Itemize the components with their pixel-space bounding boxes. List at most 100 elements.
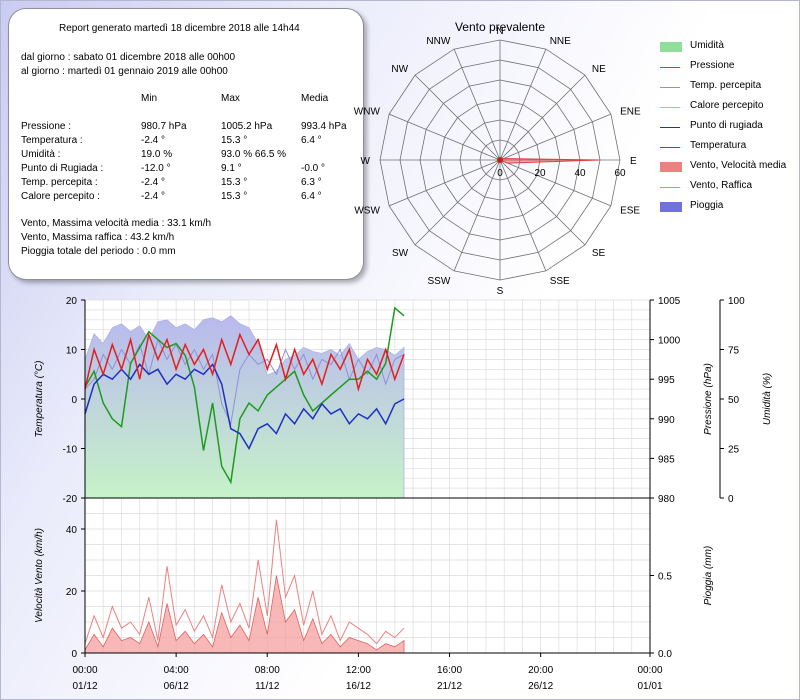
y-tick-wind: 20 <box>66 587 78 598</box>
x-tick-time: 16:00 <box>437 665 462 676</box>
y-tick-wind: 40 <box>66 525 78 536</box>
row-min: 980.7 hPa <box>141 121 187 132</box>
rain-summary: Pioggia totale del periodo : 0.0 mm <box>21 246 176 257</box>
rose-spoke <box>499 113 612 161</box>
legend-swatch <box>660 107 680 108</box>
row-max: 9.1 ° <box>221 163 242 174</box>
report-header: Report generato martedì 18 dicembre 2018… <box>59 23 300 34</box>
row-avg: 6.3 ° <box>301 177 322 188</box>
series-dew-point <box>84 363 405 451</box>
weather-time-chart: -20-100102098098599099510001005025507510… <box>34 296 773 692</box>
rose-spoke <box>499 159 547 272</box>
row-label: Umidità : <box>21 149 61 160</box>
rose-direction-label: W <box>361 156 371 167</box>
row-label: Calore percepito : <box>21 191 100 202</box>
legend-label: Vento, Velocità media <box>690 160 787 171</box>
legend-swatch <box>660 202 682 212</box>
rose-direction-label: NNE <box>550 36 571 47</box>
series-apparent-temp <box>84 338 405 426</box>
row-max: 15.3 ° <box>221 177 248 188</box>
y-tick-pressure: 1005 <box>658 296 681 307</box>
report-to: al giorno : martedì 01 gennaio 2019 alle… <box>21 66 228 77</box>
rose-direction-label: ENE <box>620 106 641 117</box>
y-label-wind: Velocità Vento (km/h) <box>34 528 45 623</box>
y-tick-pressure: 1000 <box>658 336 681 347</box>
rose-direction-label: SE <box>592 248 606 259</box>
legend-label: Temperatura <box>690 140 747 151</box>
y-tick-humidity: 25 <box>728 445 740 456</box>
y-tick-temperature: 20 <box>66 296 78 307</box>
legend-item: Temperatura <box>660 140 800 154</box>
legend-swatch <box>660 67 680 68</box>
y-tick-temperature: 10 <box>66 346 78 357</box>
rose-spoke <box>414 159 501 246</box>
x-tick-time: 00:00 <box>72 665 97 676</box>
row-min: -2.4 ° <box>141 135 166 146</box>
y-label-temperature: Temperatura (°C) <box>34 361 45 438</box>
x-tick-time: 12:00 <box>346 665 371 676</box>
x-tick-date: 11/12 <box>255 681 280 692</box>
rose-direction-label: WNW <box>354 106 381 117</box>
rose-direction-label: NE <box>592 64 606 75</box>
y-tick-temperature: -10 <box>63 445 78 456</box>
wind-gust-summary: Vento, Massima raffica : 43.2 km/h <box>21 232 175 243</box>
col-min-header: Min <box>141 93 158 104</box>
wind-avg-summary: Vento, Massima velocità media : 33.1 km/… <box>21 218 212 229</box>
row-max: 15.3 ° <box>221 135 248 146</box>
series-wind-gust <box>84 519 405 645</box>
rose-direction-label: S <box>497 286 504 297</box>
legend-swatch <box>660 127 680 128</box>
series-humidity <box>84 315 405 499</box>
rose-spoke <box>499 159 586 246</box>
x-tick-date: 01/12 <box>72 681 97 692</box>
legend-label: Calore percepito <box>690 100 764 111</box>
y-label-humidity: Umidità (%) <box>762 373 773 425</box>
row-min: 19.0 % <box>141 149 173 160</box>
legend-label: Punto di rugiada <box>690 120 763 131</box>
y-tick-rain: 0.5 <box>658 572 672 583</box>
rose-direction-label: N <box>496 26 503 37</box>
x-tick-date: 06/12 <box>164 681 189 692</box>
rose-spoke <box>388 113 501 161</box>
row-label: Pressione : <box>21 121 72 132</box>
y-label-rain: Pioggia (mm) <box>703 546 714 605</box>
row-max: 93.0 % 66.5 % <box>221 149 287 160</box>
rose-spoke <box>414 74 501 161</box>
report-from: dal giorno : sabato 01 dicembre 2018 all… <box>21 52 236 63</box>
rose-series <box>498 157 601 164</box>
legend-label: Pressione <box>690 60 735 71</box>
rose-radial-tick: 60 <box>614 168 626 179</box>
rose-direction-label: NW <box>391 64 408 75</box>
rose-spoke <box>453 159 501 272</box>
rose-center <box>497 157 503 163</box>
row-label: Temperatura : <box>21 135 83 146</box>
x-tick-date: 01/01 <box>637 681 662 692</box>
y-tick-pressure: 985 <box>658 454 675 465</box>
row-min: -12.0 ° <box>141 163 171 174</box>
y-tick-pressure: 995 <box>658 375 675 386</box>
row-max: 1005.2 hPa <box>221 121 273 132</box>
rose-radial-tick: 40 <box>574 168 586 179</box>
x-tick-date: 16/12 <box>346 681 371 692</box>
legend-swatch <box>660 147 680 148</box>
row-avg: 6.4 ° <box>301 191 322 202</box>
rose-direction-label: SW <box>392 248 409 259</box>
y-tick-humidity: 100 <box>728 296 745 307</box>
legend-item: Pioggia <box>660 200 800 214</box>
rose-direction-label: NNW <box>426 36 450 47</box>
series-pressure <box>84 306 405 485</box>
col-max-header: Max <box>221 93 240 104</box>
legend-item: Temp. percepita <box>660 80 800 94</box>
legend-item: Pressione <box>660 60 800 74</box>
row-min: -2.4 ° <box>141 177 166 188</box>
row-avg: -0.0 ° <box>301 163 326 174</box>
legend-label: Vento, Raffica <box>690 180 753 191</box>
legend-item: Vento, Raffica <box>660 180 800 194</box>
legend-item: Vento, Velocità media <box>660 160 800 174</box>
row-avg: 6.4 ° <box>301 135 322 146</box>
x-tick-time: 08:00 <box>255 665 280 676</box>
rose-spoke <box>499 159 612 207</box>
rose-radial-tick: 20 <box>534 168 546 179</box>
series-temperature <box>84 331 405 392</box>
